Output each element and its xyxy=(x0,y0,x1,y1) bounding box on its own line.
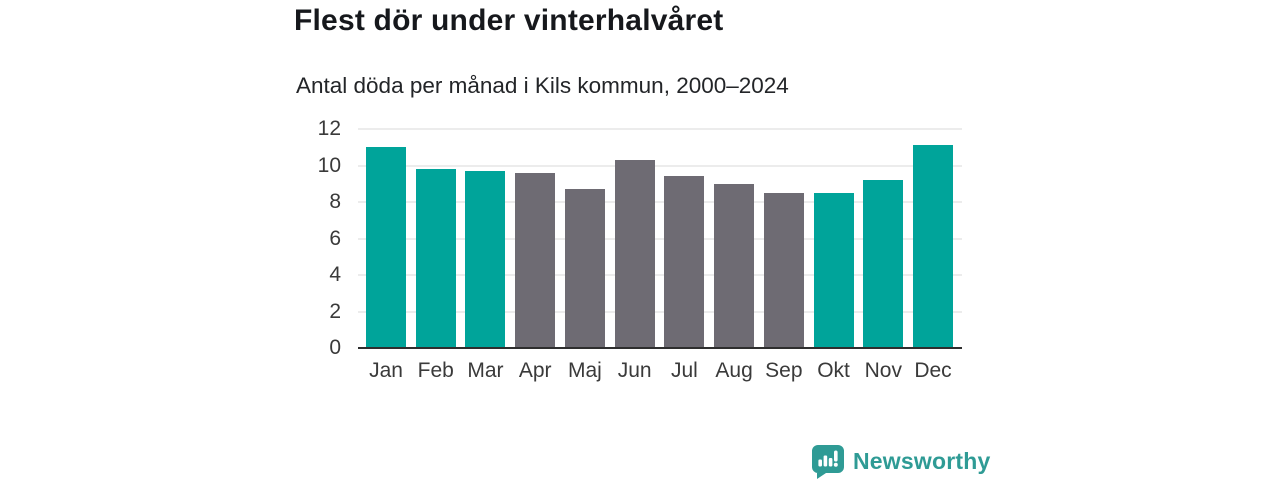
x-tick-label-apr: Apr xyxy=(518,359,552,382)
bar-maj xyxy=(564,189,605,348)
gridline-10 xyxy=(358,164,962,167)
bar-sep xyxy=(763,192,804,348)
y-tick-label-2: 2 xyxy=(329,299,341,323)
x-tick-label-nov: Nov xyxy=(864,359,902,382)
x-axis-line xyxy=(358,347,962,349)
bar-nov xyxy=(863,180,904,348)
x-tick-label-jan: Jan xyxy=(369,359,403,382)
y-tick-label-4: 4 xyxy=(329,263,341,286)
x-tick-label-feb: Feb xyxy=(417,359,454,382)
gridline-2 xyxy=(358,310,962,313)
gridline-4 xyxy=(358,274,962,276)
bar-jun xyxy=(614,160,655,348)
newsworthy-wordmark: Newsworthy xyxy=(853,447,991,474)
bar-apr xyxy=(515,172,556,348)
y-tick-label-0: 0 xyxy=(329,336,341,359)
x-tick-label-dec: Dec xyxy=(914,359,952,382)
bar-aug xyxy=(714,183,755,348)
y-tick-label-6: 6 xyxy=(329,226,341,250)
x-tick-label-okt: Okt xyxy=(817,359,850,382)
bar-jul xyxy=(664,176,705,348)
gridline-12 xyxy=(358,128,962,130)
x-tick-label-sep: Sep xyxy=(765,359,803,382)
gridline-6 xyxy=(358,237,962,240)
bar-jan xyxy=(366,147,406,348)
bar-dec xyxy=(913,145,954,348)
x-tick-label-maj: Maj xyxy=(567,359,602,382)
plot-area xyxy=(358,128,962,349)
gridline-8 xyxy=(358,201,962,203)
chart-subtitle: Antal döda per månad i Kils kommun, 2000… xyxy=(296,73,789,98)
bar-feb xyxy=(415,169,456,348)
y-tick-label-10: 10 xyxy=(317,153,341,177)
x-tick-label-mar: Mar xyxy=(467,359,504,382)
x-tick-label-aug: Aug xyxy=(715,359,753,382)
newsworthy-bar-chart-bubble-icon xyxy=(812,445,844,479)
x-tick-label-jun: Jun xyxy=(617,359,652,382)
bar-mar xyxy=(465,170,506,348)
chart-title: Flest dör under vinterhalvåret xyxy=(294,4,724,37)
bar-okt xyxy=(813,192,854,348)
y-tick-label-8: 8 xyxy=(329,190,341,213)
x-tick-label-jul: Jul xyxy=(670,359,698,382)
y-tick-label-12: 12 xyxy=(317,117,341,140)
newsworthy-logo: Newsworthy xyxy=(810,443,990,479)
